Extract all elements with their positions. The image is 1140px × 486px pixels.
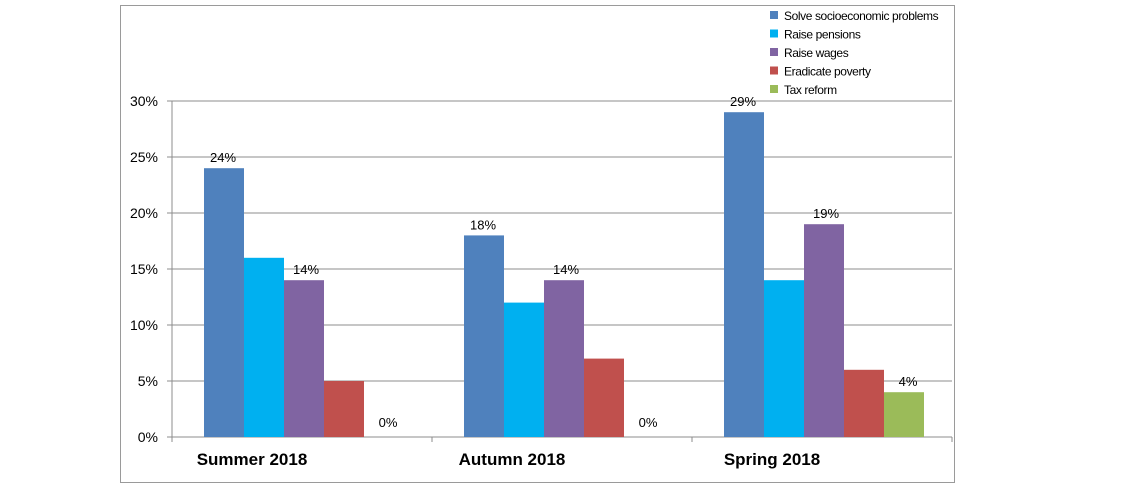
data-label: 0% bbox=[639, 415, 658, 430]
bar bbox=[464, 235, 504, 437]
category-label: Spring 2018 bbox=[724, 450, 820, 469]
bar bbox=[284, 280, 324, 437]
legend-swatch bbox=[770, 48, 778, 56]
data-label: 4% bbox=[899, 374, 918, 389]
y-tick-label: 25% bbox=[130, 149, 158, 165]
bar bbox=[764, 280, 804, 437]
legend-label: Raise wages bbox=[784, 46, 849, 60]
bar bbox=[884, 392, 924, 437]
legend-swatch bbox=[770, 85, 778, 93]
data-label: 29% bbox=[730, 94, 756, 109]
legend-label: Solve socioeconomic problems bbox=[784, 9, 939, 23]
y-tick-label: 0% bbox=[138, 429, 158, 445]
bar bbox=[204, 168, 244, 437]
legend-swatch bbox=[770, 29, 778, 38]
legend-label: Raise pensions bbox=[784, 28, 861, 42]
bar bbox=[324, 381, 364, 437]
y-tick-label: 30% bbox=[130, 93, 158, 109]
data-label: 14% bbox=[553, 262, 579, 277]
bar bbox=[504, 302, 544, 437]
bar bbox=[724, 112, 764, 437]
data-label: 19% bbox=[813, 206, 839, 221]
y-tick-label: 20% bbox=[130, 205, 158, 221]
y-tick-label: 5% bbox=[138, 373, 158, 389]
bar bbox=[844, 369, 884, 437]
legend-swatch bbox=[770, 11, 778, 19]
y-tick-label: 10% bbox=[130, 317, 158, 333]
data-label: 0% bbox=[379, 415, 398, 430]
bar bbox=[544, 280, 584, 437]
bar bbox=[584, 358, 624, 437]
y-tick-label: 15% bbox=[130, 261, 158, 277]
data-label: 14% bbox=[293, 262, 319, 277]
bar bbox=[244, 257, 284, 437]
bar bbox=[804, 224, 844, 437]
legend-label: Tax reform bbox=[784, 83, 837, 97]
data-label: 18% bbox=[470, 217, 496, 232]
data-label: 24% bbox=[210, 150, 236, 165]
legend-label: Eradicate poverty bbox=[784, 65, 871, 79]
legend-swatch bbox=[770, 66, 778, 75]
category-label: Autumn 2018 bbox=[459, 450, 566, 469]
category-label: Summer 2018 bbox=[197, 450, 308, 469]
